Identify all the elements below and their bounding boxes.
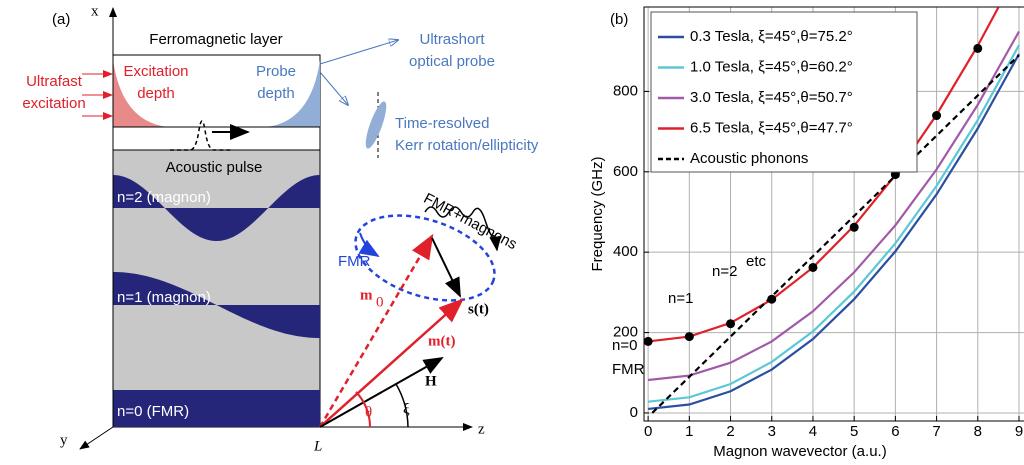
x-axis-label: Magnon wavevector (a.u.)	[713, 443, 886, 460]
label: Time-resolved	[395, 115, 489, 132]
probe-ray	[319, 71, 348, 105]
precession	[354, 214, 496, 302]
x-tick-label: 3	[768, 423, 776, 440]
data-point	[849, 222, 859, 232]
x-tick-label: 1	[685, 423, 693, 440]
annotation: n=1	[668, 290, 693, 307]
data-point	[767, 294, 777, 304]
band-label: n=0 (FMR)	[117, 403, 189, 420]
label: Kerr rotation/ellipticity	[395, 137, 539, 154]
vector-label: 0	[376, 294, 384, 310]
x-tick-label: 2	[726, 423, 734, 440]
legend: 0.3 Tesla, ξ=45°,θ=75.2° 1.0 Tesla, ξ=45°…	[650, 11, 918, 173]
polarization-ellipse	[365, 101, 387, 149]
legend-label: 0.3 Tesla, ξ=45°,θ=75.2°	[690, 28, 853, 45]
h-vector	[319, 357, 444, 428]
series-line	[648, 44, 1020, 403]
legend-box	[650, 11, 918, 173]
x-tick-label: 6	[891, 423, 899, 440]
data-point	[808, 262, 818, 272]
panel-label: (a)	[52, 11, 70, 28]
band	[113, 175, 320, 241]
s-vector	[431, 237, 461, 298]
legend-label: Acoustic phonons	[690, 150, 808, 167]
excitation-region	[113, 60, 168, 127]
y-tick-label: 400	[613, 243, 638, 260]
x-tick-label: 9	[1015, 423, 1023, 440]
vector-label: m	[360, 287, 373, 303]
probe-ray	[319, 40, 398, 65]
vector-label: H	[425, 373, 437, 389]
label: Excitation	[123, 63, 188, 80]
panel-b: (b) Magnon wavevector (a.u.) Frequency (…	[589, 6, 1024, 460]
label: optical probe	[409, 53, 495, 70]
annotation: etc	[746, 253, 767, 270]
xi-arc	[395, 383, 409, 428]
y-tick-label: 0	[630, 404, 638, 421]
precession-arrow	[358, 232, 380, 258]
band-label: n=2 (magnon)	[117, 189, 211, 206]
x-tick-label: 7	[932, 423, 940, 440]
panel-a: (a) x y z L Ferromagnetic layer Ultrafas…	[22, 3, 539, 454]
plot-area	[644, 7, 1020, 414]
mt-vector	[319, 298, 464, 428]
legend-label: 1.0 Tesla, ξ=45°,θ=60.2°	[690, 58, 853, 75]
angle-label: θ	[365, 404, 372, 420]
series-line	[648, 30, 1020, 382]
axis-label: z	[478, 421, 485, 437]
data-point	[684, 332, 694, 342]
y-axis	[79, 426, 114, 450]
origin-label: L	[313, 438, 322, 454]
data-point	[644, 336, 653, 346]
panel-label: (b)	[610, 11, 628, 28]
theta-arc	[355, 391, 372, 428]
band-label: n=1 (magnon)	[117, 289, 211, 306]
axis-label: y	[60, 432, 68, 448]
plot-frame	[643, 6, 1024, 422]
x-tick-label: 0	[644, 423, 652, 440]
x-tick-label: 4	[809, 423, 817, 440]
vector-label: m(t)	[428, 333, 455, 349]
y-tick-label: 200	[613, 324, 638, 341]
band	[113, 272, 320, 338]
data-point	[973, 43, 983, 53]
label: excitation	[22, 95, 85, 112]
annotation: FMR	[612, 361, 645, 378]
m0-vector	[318, 233, 434, 428]
y-tick-label: 800	[613, 82, 638, 99]
label: Probe	[256, 63, 296, 80]
pulse	[170, 120, 232, 151]
data-point	[932, 111, 942, 121]
magnon-wave	[424, 206, 502, 252]
layer-top	[112, 54, 321, 151]
label: depth	[137, 85, 175, 102]
legend-label: 3.0 Tesla, ξ=45°,θ=50.7°	[690, 89, 853, 106]
series-line	[647, 7, 1000, 343]
legend-label: 6.5 Tesla, ξ=45°,θ=47.7°	[690, 119, 853, 136]
data-point	[726, 319, 736, 329]
vector-label: s(t)	[468, 301, 489, 317]
label: Acoustic pulse	[166, 159, 263, 176]
annotation: n=2	[712, 263, 737, 280]
label: depth	[257, 85, 295, 102]
y-axis-label: Frequency (GHz)	[589, 156, 606, 271]
axis-label: x	[91, 3, 99, 19]
series-line	[651, 54, 1020, 414]
band	[113, 390, 320, 427]
series-line	[648, 53, 1020, 411]
probe-region	[266, 60, 320, 127]
label: Ultrafast	[26, 73, 83, 90]
y-tick-label: 600	[613, 163, 638, 180]
label: Ultrashort	[419, 31, 485, 48]
label: FMR	[338, 253, 371, 270]
layer-title: Ferromagnetic layer	[149, 31, 282, 48]
annotation: n=0	[612, 337, 637, 354]
angle-label: ξ	[403, 401, 410, 417]
x-tick-label: 8	[974, 423, 982, 440]
x-tick-label: 5	[850, 423, 858, 440]
